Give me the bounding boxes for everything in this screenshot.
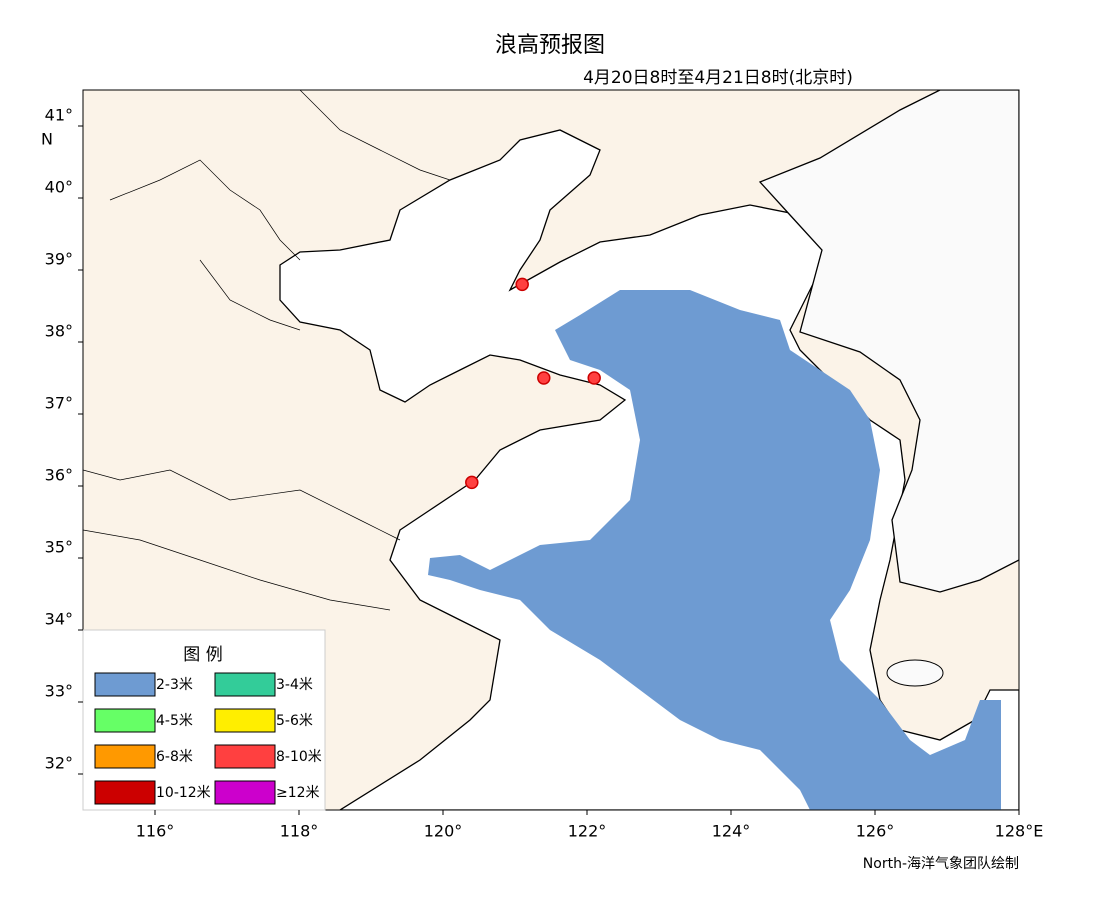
subtitle: 4月20日8时至4月21日8时(北京时) xyxy=(583,68,853,88)
legend-label: 2-3米 xyxy=(156,677,193,693)
legend-label: 8-10米 xyxy=(276,749,322,765)
y-tick-label: 41° xyxy=(45,106,73,125)
y-tick-label: 40° xyxy=(45,178,73,197)
legend-label: 4-5米 xyxy=(156,713,193,729)
legend-label: 3-4米 xyxy=(276,677,313,693)
y-tick-label: 35° xyxy=(45,538,73,557)
y-tick-label: 39° xyxy=(45,250,73,269)
credit: North-海洋气象团队绘制 xyxy=(863,856,1019,872)
y-tick-label: 37° xyxy=(45,394,73,413)
station-marker xyxy=(465,475,479,490)
x-tick-label: 128°E xyxy=(995,822,1044,841)
legend-label: ≥12米 xyxy=(276,785,320,801)
borders xyxy=(83,90,451,611)
legend-label: 10-12米 xyxy=(156,785,211,801)
legend-title: 图 例 xyxy=(183,645,222,665)
legend-swatch xyxy=(94,672,156,697)
y-tick-label: 36° xyxy=(45,466,73,485)
legend-swatch xyxy=(94,708,156,733)
legend-swatch xyxy=(94,780,156,805)
y-tick-label: 34° xyxy=(45,610,73,629)
legend-swatch xyxy=(214,744,276,769)
y-tick-label: 38° xyxy=(45,322,73,341)
x-tick-label: 126° xyxy=(856,822,895,841)
y-unit: N xyxy=(41,130,53,149)
korea-land xyxy=(758,90,1019,593)
legend-label: 6-8米 xyxy=(156,749,193,765)
station-marker xyxy=(537,371,551,385)
x-tick-label: 120° xyxy=(424,822,463,841)
x-tick-label: 116° xyxy=(136,822,175,841)
legend: 图 例 2-3米 3-4米 4-5米 5-6米 6-8米 8-10米 10-12米 ≥12米 xyxy=(82,629,326,811)
x-tick-label: 124° xyxy=(712,822,751,841)
legend-swatch xyxy=(94,744,156,769)
legend-swatch xyxy=(214,780,276,805)
station-marker xyxy=(587,371,601,385)
legend-swatch xyxy=(214,672,276,697)
x-tick-label: 118° xyxy=(280,822,319,841)
legend-swatch xyxy=(214,708,276,733)
station-marker xyxy=(515,277,529,292)
wave-area xyxy=(428,290,1001,810)
y-tick-label: 32° xyxy=(45,754,73,773)
x-tick-label: 122° xyxy=(568,822,607,841)
jeju-island xyxy=(886,659,944,687)
map-frame xyxy=(82,89,1020,811)
legend-label: 5-6米 xyxy=(276,713,313,729)
title: 浪高预报图 xyxy=(495,33,605,58)
y-tick-label: 33° xyxy=(45,682,73,701)
